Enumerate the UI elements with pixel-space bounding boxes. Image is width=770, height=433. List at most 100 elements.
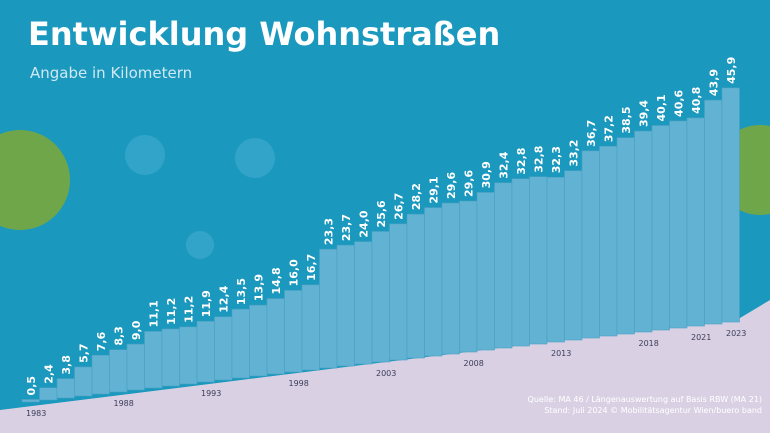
bar [686, 117, 705, 327]
bar [494, 182, 513, 349]
bar [704, 99, 723, 325]
value-label: 28,2 [410, 183, 423, 210]
bar [651, 125, 670, 331]
bar [336, 244, 355, 367]
value-label: 39,4 [637, 100, 650, 127]
bar [634, 130, 653, 333]
value-label: 40,1 [655, 94, 668, 121]
value-label: 11,2 [165, 298, 178, 325]
value-label: 30,9 [480, 161, 493, 188]
wall: 0,5 1983 2,4 3,8 5,7 7,6 8,3 1988 9,0 11,1 11,2 11,… [21, 57, 746, 418]
value-label: 23,3 [322, 218, 335, 245]
bar [319, 248, 338, 369]
value-label: 26,7 [392, 193, 405, 220]
x-tick-label: 1988 [114, 399, 134, 408]
bar [74, 366, 93, 397]
value-label: 40,8 [690, 87, 703, 114]
bar [284, 290, 303, 373]
bar [354, 241, 373, 365]
bar [529, 176, 548, 345]
value-label: 40,6 [672, 89, 685, 116]
x-tick-label: 2018 [639, 339, 659, 348]
bar [441, 202, 460, 355]
value-label: 32,8 [515, 148, 528, 175]
value-label: 14,8 [270, 267, 283, 294]
value-label: 16,0 [287, 259, 300, 286]
value-label: 33,2 [567, 140, 580, 167]
value-label: 7,6 [95, 331, 108, 351]
ground [0, 300, 770, 433]
bar [161, 328, 180, 387]
bar [196, 321, 215, 383]
bar [406, 213, 425, 359]
bar [476, 192, 495, 351]
value-label: 29,1 [427, 176, 440, 203]
value-label: 29,6 [445, 172, 458, 199]
value-label: 37,2 [602, 115, 615, 142]
bar [301, 284, 320, 371]
bar [721, 87, 740, 323]
bar [249, 304, 268, 377]
bar [126, 343, 145, 391]
bar [389, 223, 408, 361]
bar [546, 176, 565, 343]
bar [109, 349, 128, 393]
walkers [125, 135, 275, 259]
bar [669, 120, 688, 329]
source: Quelle: MA 46 / Längenauswertung auf Bas… [528, 395, 762, 404]
bar [21, 399, 40, 403]
chart-subtitle: Angabe in Kilometern [30, 64, 192, 82]
value-label: 38,5 [620, 107, 633, 134]
x-tick-label: 2021 [691, 333, 711, 342]
note: Stand: Juli 2024 © Mobilitätsagentur Wie… [544, 406, 762, 415]
bar [39, 387, 58, 401]
value-label: 2,4 [42, 364, 55, 384]
value-label: 9,0 [130, 320, 143, 340]
value-label: 25,6 [375, 200, 388, 227]
value-label: 11,1 [147, 300, 160, 327]
bar [581, 150, 600, 339]
bar [231, 308, 250, 379]
bar [616, 137, 635, 335]
value-label: 13,5 [235, 278, 248, 305]
value-label: 24,0 [357, 210, 370, 237]
x-tick-label: 1998 [289, 379, 309, 388]
value-label: 11,9 [200, 290, 213, 317]
value-label: 5,7 [77, 343, 90, 363]
bar [266, 298, 285, 375]
x-tick-label: 2008 [464, 359, 484, 368]
value-label: 3,8 [60, 355, 73, 375]
bar [564, 170, 583, 341]
bar [424, 207, 443, 357]
x-tick-label: 2003 [376, 369, 396, 378]
value-label: 29,6 [462, 170, 475, 197]
bar [511, 178, 530, 347]
value-label: 43,9 [707, 69, 720, 96]
value-label: 16,7 [305, 254, 318, 281]
bar [179, 326, 198, 385]
value-label: 32,4 [497, 151, 510, 178]
value-label: 45,9 [725, 57, 738, 84]
x-tick-label: 1993 [201, 389, 221, 398]
bar [144, 331, 163, 389]
value-label: 0,5 [25, 376, 38, 396]
value-label: 23,7 [340, 214, 353, 241]
chart-title: Entwicklung Wohnstraßen [28, 15, 500, 53]
bar [91, 354, 110, 395]
bar [371, 231, 390, 363]
value-label: 32,3 [550, 146, 563, 173]
bar [459, 200, 478, 353]
bar [599, 145, 618, 337]
x-tick-label: 2023 [726, 329, 746, 338]
bar [214, 316, 233, 381]
value-label: 32,8 [532, 146, 545, 173]
value-label: 8,3 [112, 326, 125, 346]
bar [56, 378, 75, 399]
x-tick-label: 1983 [26, 409, 46, 418]
value-label: 12,4 [217, 285, 230, 312]
value-label: 11,2 [182, 296, 195, 323]
value-label: 36,7 [585, 120, 598, 147]
value-label: 13,9 [252, 274, 265, 301]
x-tick-label: 2013 [551, 349, 571, 358]
